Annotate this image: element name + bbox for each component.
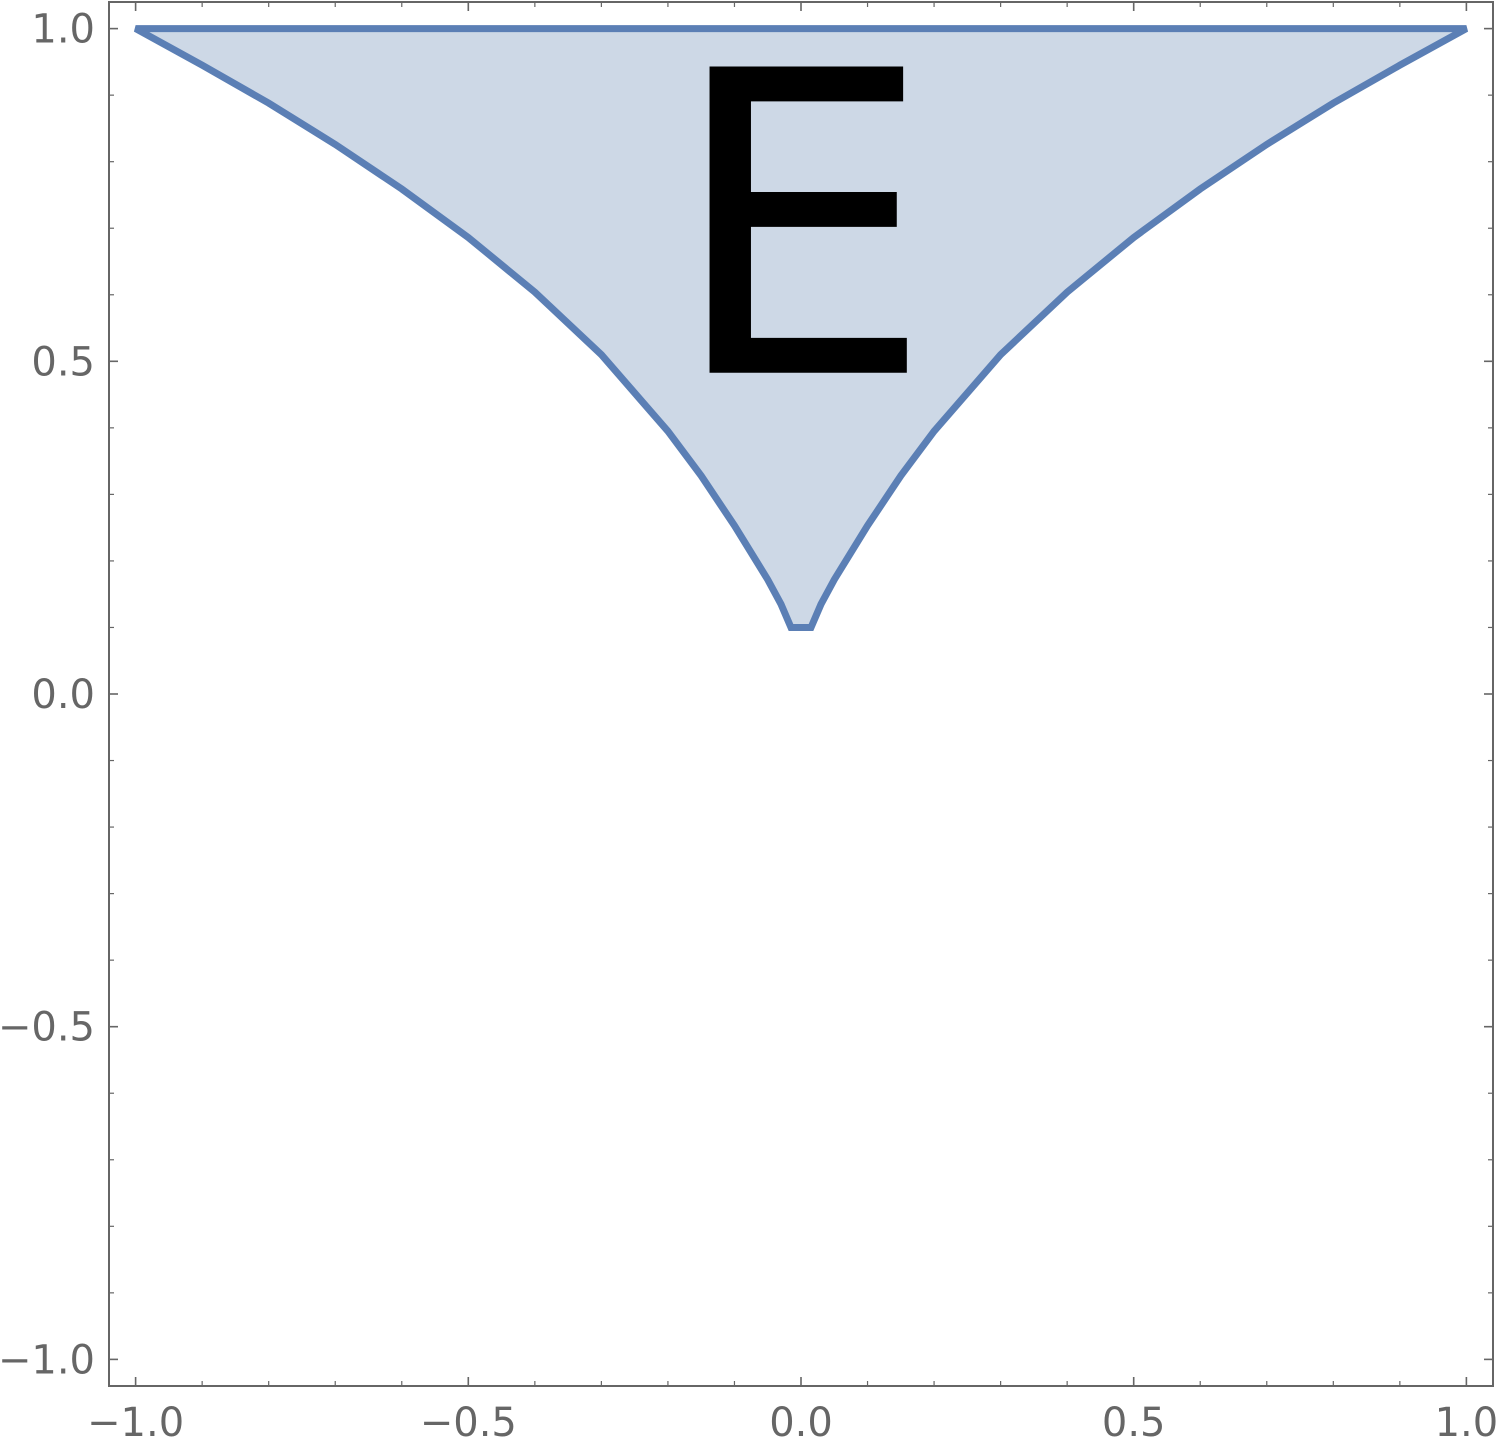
x-tick-label: 1.0: [1435, 1400, 1499, 1446]
x-tick-label: 0.0: [769, 1400, 833, 1446]
x-tick-label: −1.0: [87, 1400, 184, 1446]
region-e-area: [133, 25, 1469, 631]
y-tick-label: −0.5: [0, 1005, 95, 1051]
x-tick-label: 0.5: [1102, 1400, 1166, 1446]
y-tick-label: 0.5: [31, 339, 95, 385]
x-tick-labels: −1.0 −0.5 0.0 0.5 1.0: [87, 1400, 1498, 1446]
tick-marks: [109, 2, 1493, 1386]
y-tick-label: 0.0: [31, 672, 95, 718]
y-tick-labels: −1.0 −0.5 0.0 0.5 1.0: [0, 7, 95, 1384]
y-tick-label: −1.0: [0, 1337, 95, 1383]
x-tick-label: −0.5: [420, 1400, 517, 1446]
region-label: E: [668, 0, 933, 473]
region-group: E: [133, 0, 1469, 631]
y-tick-label: 1.0: [31, 7, 95, 53]
